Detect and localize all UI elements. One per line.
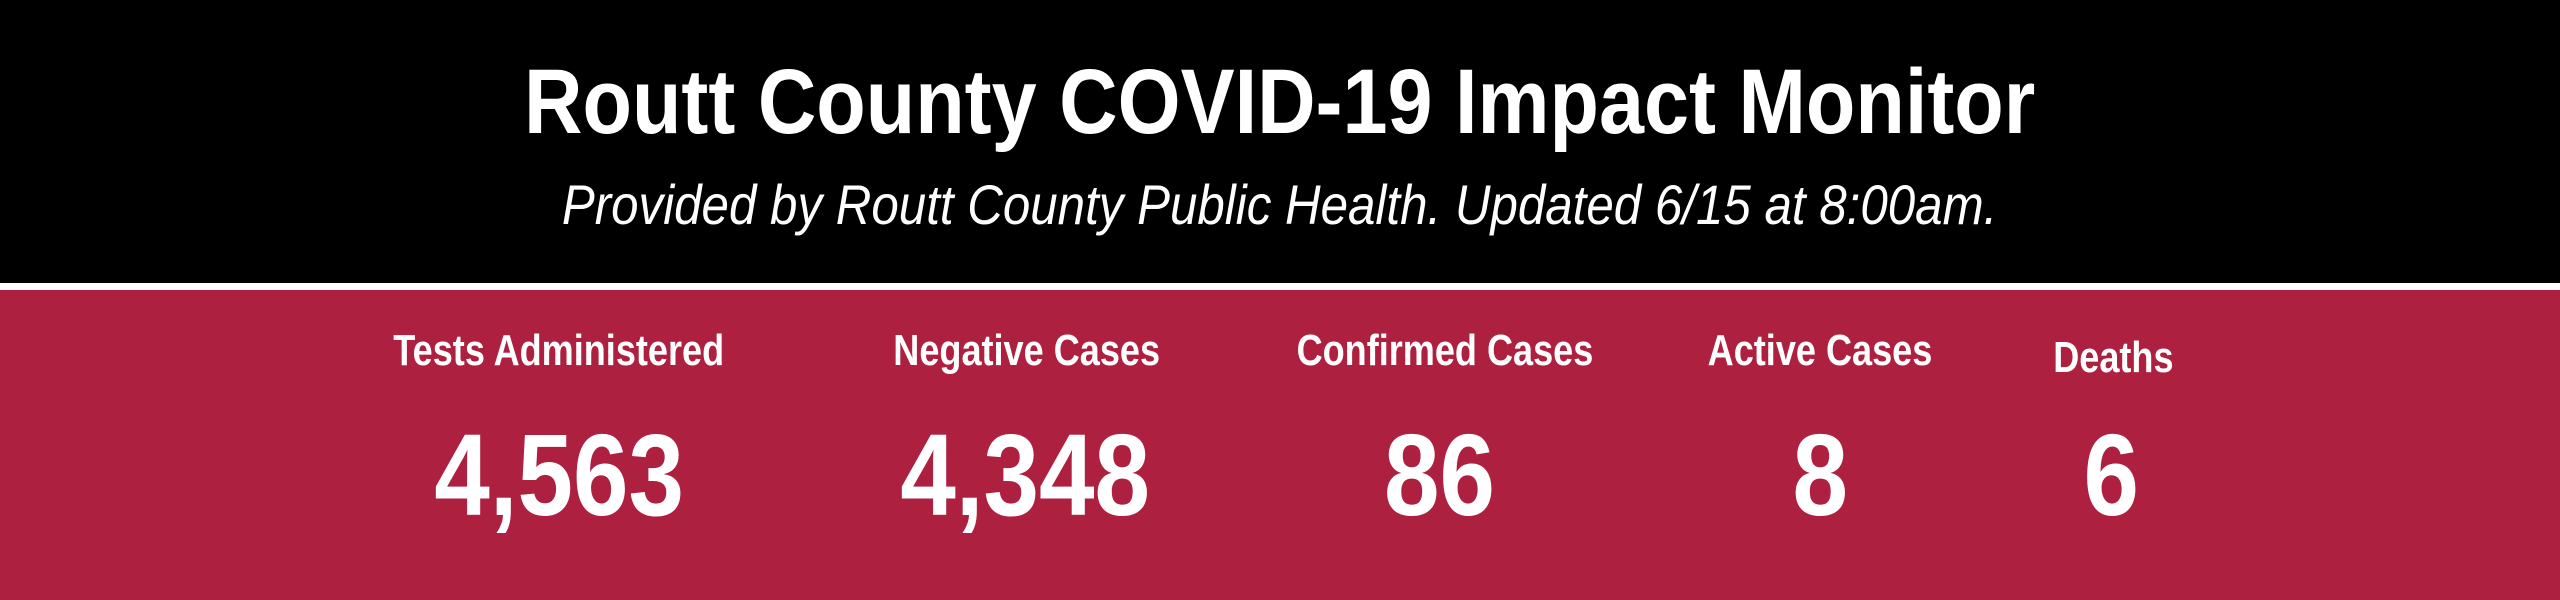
divider [0, 283, 2560, 290]
stat-value-deaths: 6 [2083, 410, 2139, 540]
stat-label-deaths: Deaths [2052, 333, 2174, 382]
header-banner [0, 0, 2560, 283]
stat-value-negative: 4,348 [900, 410, 1150, 540]
stat-label-negative: Negative Cases [893, 326, 1161, 375]
stat-label-confirmed: Confirmed Cases [1296, 326, 1594, 375]
stat-label-tests: Tests Administered [393, 326, 725, 375]
stat-value-active: 8 [1792, 410, 1848, 540]
page-subtitle: Provided by Routt County Public Health. … [562, 173, 1998, 236]
stat-value-tests: 4,563 [434, 410, 684, 540]
stat-value-confirmed: 86 [1384, 410, 1496, 540]
stat-label-active: Active Cases [1707, 326, 1933, 375]
page-title: Routt County COVID-19 Impact Monitor [524, 51, 2036, 153]
